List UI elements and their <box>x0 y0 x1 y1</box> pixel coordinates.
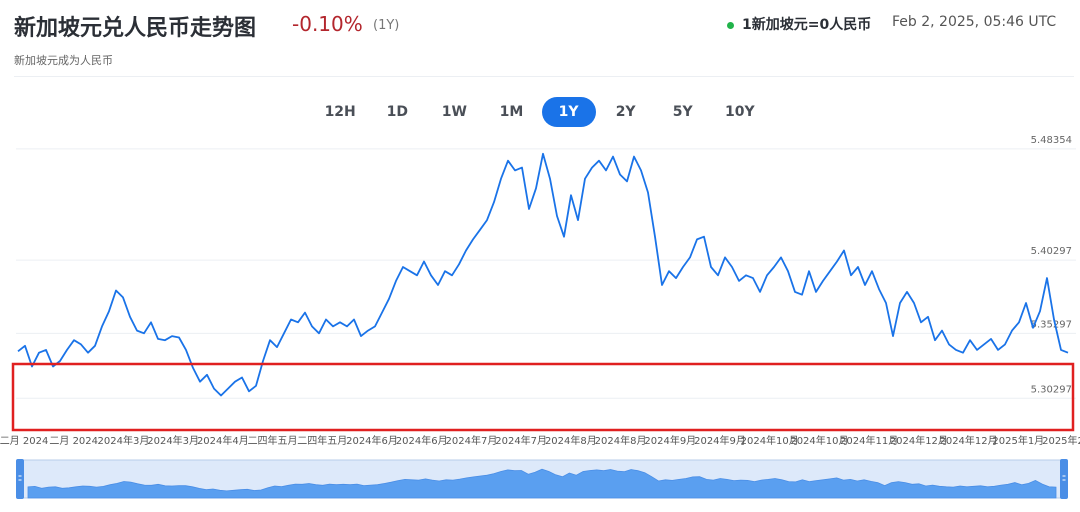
x-tick-label: 2024年9月 <box>644 434 696 447</box>
x-tick-label: 2024年10月 <box>741 434 799 447</box>
x-tick-label: 2025年1月 <box>992 434 1044 447</box>
range-button-1y[interactable]: 1Y <box>541 97 596 127</box>
y-tick-label: 5.30297 <box>1031 384 1072 395</box>
change-percent: -0.10% <box>292 12 363 36</box>
x-tick-label: 2024年3月 <box>147 434 199 447</box>
x-tick-label: 2024年8月 <box>595 434 647 447</box>
navigator-right-handle[interactable] <box>1060 459 1068 499</box>
x-tick-label: 2024年4月 <box>197 434 249 447</box>
live-status-dot <box>727 22 734 29</box>
timestamp: Feb 2, 2025, 05:46 UTC <box>892 14 1057 30</box>
range-button-5y[interactable]: 5Y <box>672 104 693 120</box>
navigator-left-handle[interactable] <box>16 459 24 499</box>
navigator-area <box>27 468 1057 499</box>
range-selector: 12H 1D 1W 1M 1Y 2Y 5Y 10Y <box>0 97 1080 127</box>
chart-header: 新加坡元兑人民币走势图 -0.10% (1Y) 1新加坡元=0人民币 Feb 2… <box>14 8 1066 44</box>
range-button-1m[interactable]: 1M <box>499 104 524 120</box>
range-button-10y[interactable]: 10Y <box>725 104 755 120</box>
x-tick-label: 2025年2月 <box>1042 434 1080 447</box>
x-tick-label: 2024年12月 <box>890 434 948 447</box>
range-button-12h[interactable]: 12H <box>324 104 356 120</box>
x-tick-label: 2024年6月 <box>396 434 448 447</box>
range-button-1d[interactable]: 1D <box>386 104 408 120</box>
x-tick-label: 2024年10月 <box>790 434 848 447</box>
x-tick-label: 2024年9月 <box>694 434 746 447</box>
range-button-1w[interactable]: 1W <box>441 104 467 120</box>
x-tick-label: 2024年8月 <box>545 434 597 447</box>
x-tick-label: 2024年7月 <box>495 434 547 447</box>
page-title: 新加坡元兑人民币走势图 <box>14 16 257 41</box>
x-tick-label: 2024年3月 <box>98 434 150 447</box>
x-tick-label: 二四年五月 <box>248 434 298 447</box>
y-tick-label: 5.35297 <box>1031 319 1072 330</box>
x-tick-label: 2024年11月 <box>840 434 898 447</box>
x-tick-label: 2024年12月 <box>939 434 997 447</box>
highlight-box <box>11 362 1075 432</box>
exchange-rate: 1新加坡元=0人民币 <box>742 17 872 33</box>
y-tick-label: 5.40297 <box>1031 246 1072 257</box>
subtitle: 新加坡元成为人民币 <box>14 54 113 67</box>
x-tick-label: 二月 2024 <box>0 435 48 447</box>
range-button-2y[interactable]: 2Y <box>615 104 636 120</box>
x-tick-label: 二四年五月 <box>297 434 347 447</box>
series-line <box>17 152 1069 397</box>
x-tick-label: 2024年6月 <box>346 434 398 447</box>
y-tick-label: 5.48354 <box>1031 135 1072 146</box>
x-tick-label: 2024年7月 <box>446 434 498 447</box>
x-tick-label: 二月 2024 <box>49 435 98 447</box>
header-divider <box>14 76 1074 77</box>
period-label: (1Y) <box>373 18 400 33</box>
